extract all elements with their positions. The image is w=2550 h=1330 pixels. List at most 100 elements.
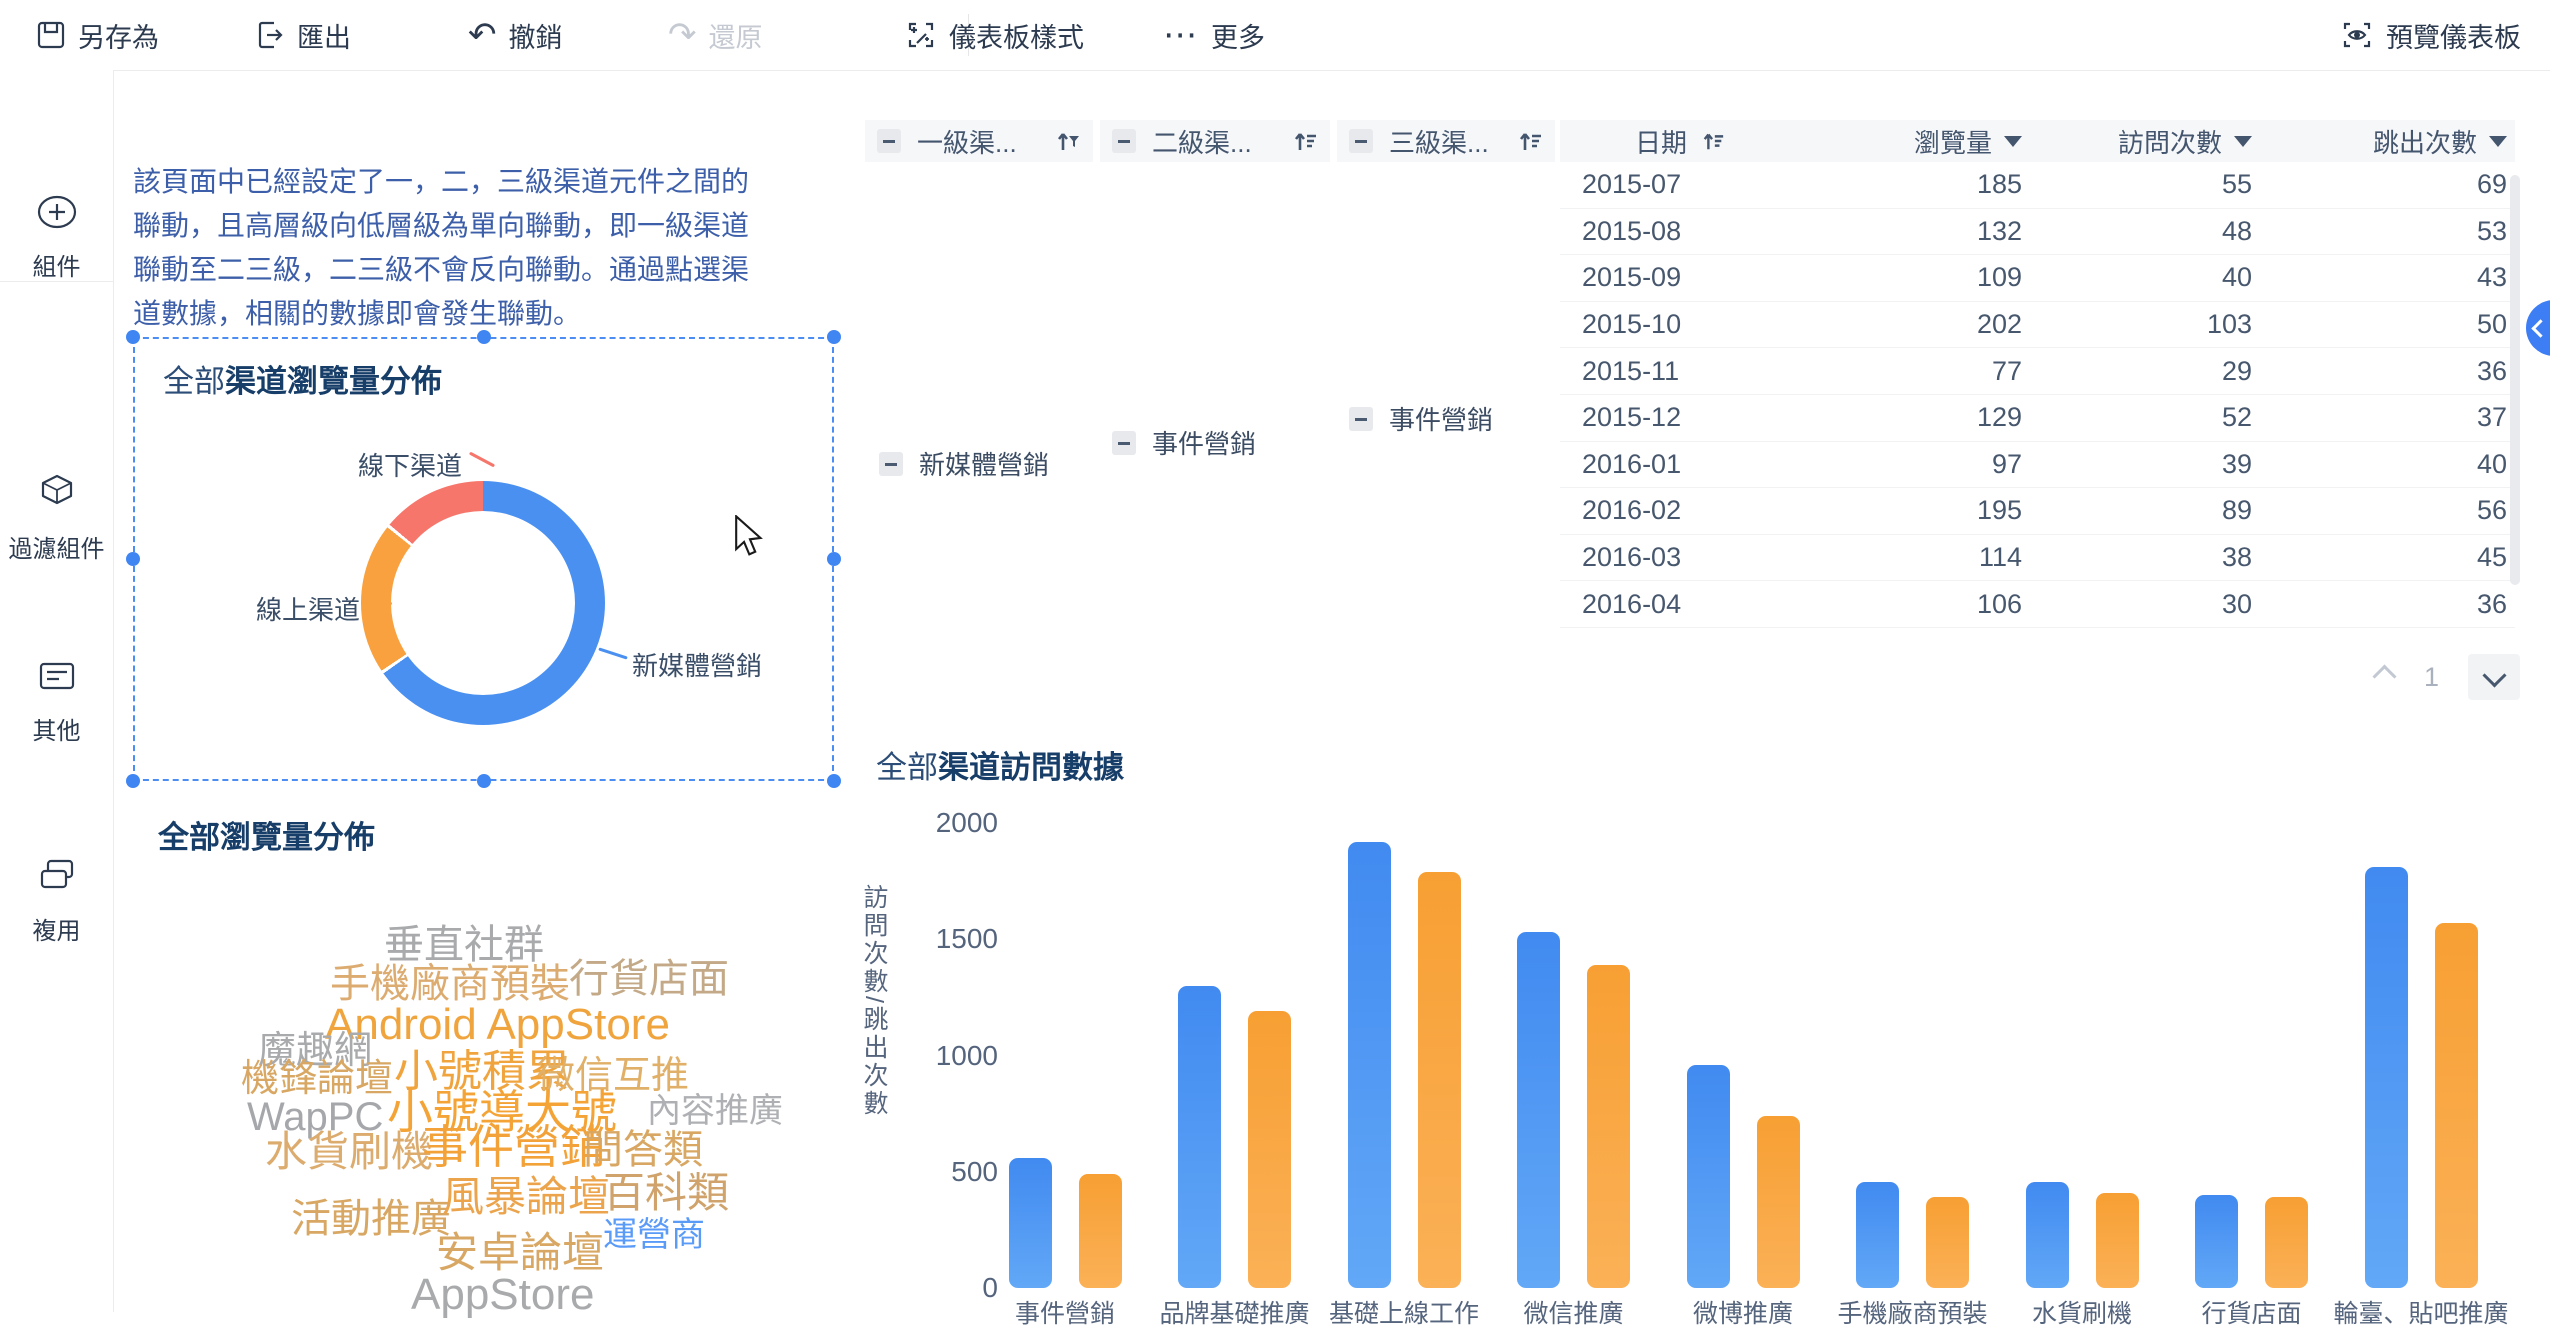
wordcloud-word[interactable]: 運營商 — [603, 1216, 705, 1254]
dashboard-style-button[interactable]: 儀表板樣式 — [905, 0, 1084, 70]
filter-header-level2[interactable]: 二級渠... — [1100, 120, 1330, 162]
table-row[interactable]: 2016-03 114 38 45 — [1560, 535, 2515, 582]
wordcloud-word[interactable]: 安卓論壇 — [436, 1229, 605, 1276]
wordcloud-word[interactable]: 小號導大號 — [387, 1086, 617, 1138]
bar-bounces[interactable] — [2434, 923, 2478, 1288]
wordcloud-word[interactable]: 事件營銷 — [422, 1121, 606, 1173]
sidebar-item-components[interactable]: 組件 — [0, 192, 113, 282]
indeterminate-checkbox[interactable] — [1112, 430, 1136, 455]
wordcloud-word[interactable]: 機鋒論壇 — [241, 1058, 394, 1100]
bar-bounces[interactable] — [2265, 1197, 2308, 1288]
dropdown-caret-icon[interactable] — [2489, 135, 2507, 147]
wordcloud-word[interactable]: WapPC — [247, 1095, 384, 1139]
bar-visits[interactable] — [1856, 1182, 1899, 1288]
indeterminate-checkbox[interactable] — [879, 451, 903, 476]
bar-bounces[interactable] — [1587, 965, 1630, 1288]
collapse-panel-handle[interactable] — [2526, 300, 2550, 356]
page-down-button[interactable] — [2468, 654, 2520, 700]
bar-visits[interactable] — [1178, 986, 1221, 1288]
bar-bounces[interactable] — [2095, 1193, 2139, 1288]
table-row[interactable]: 2015-09 109 40 43 — [1560, 255, 2515, 302]
table-header-visits[interactable]: 訪問次數 — [2030, 123, 2260, 160]
resize-handle[interactable] — [827, 774, 841, 788]
indeterminate-checkbox[interactable] — [1112, 129, 1136, 153]
table-row[interactable]: 2015-12 129 52 37 — [1560, 395, 2515, 442]
resize-handle[interactable] — [476, 774, 491, 788]
wordcloud-word[interactable]: Android AppStore — [325, 1000, 670, 1049]
resize-handle[interactable] — [827, 330, 841, 344]
wordcloud-word[interactable]: 水貨刷機 — [265, 1128, 434, 1175]
preview-dashboard-button[interactable]: 預覽儀表板 — [2340, 0, 2521, 70]
bar-visits[interactable] — [1517, 932, 1560, 1288]
y-axis-tick: 2000 — [935, 807, 998, 838]
save-as-button[interactable]: 另存為 — [36, 0, 159, 70]
undo-button[interactable]: ↶ 撤銷 — [468, 0, 563, 70]
more-button[interactable]: ⋯ 更多 — [1163, 0, 1265, 70]
bar-bounces[interactable] — [1926, 1197, 1969, 1288]
table-row[interactable]: 2016-02 195 89 56 — [1560, 488, 2515, 535]
resize-handle[interactable] — [126, 774, 140, 788]
redo-button[interactable]: ↷ 還原 — [668, 0, 763, 70]
wordcloud-word[interactable]: 小號積累 — [394, 1047, 570, 1096]
bar-visits[interactable] — [1686, 1065, 1730, 1288]
sort-asc-icon[interactable] — [1292, 128, 1318, 154]
export-button[interactable]: 匯出 — [255, 0, 351, 70]
filter-header-level3[interactable]: 三級渠... — [1337, 120, 1555, 162]
wordcloud-word[interactable]: 問答類 — [583, 1128, 703, 1172]
sort-asc-icon[interactable] — [1517, 128, 1543, 154]
bar-chart-y-axis-label: 訪問次數/跳出次數 — [860, 884, 888, 1118]
bar-visits[interactable] — [2025, 1182, 2069, 1288]
cell-date: 2016-04 — [1582, 588, 1682, 619]
wordcloud-word[interactable]: 微信互推 — [537, 1055, 690, 1097]
bar-bounces[interactable] — [1417, 872, 1461, 1288]
wordcloud-word[interactable]: 垂直社群 — [384, 923, 544, 967]
resize-handle[interactable] — [126, 552, 140, 566]
resize-handle[interactable] — [476, 330, 491, 344]
wordcloud-word[interactable]: 內容推廣 — [647, 1092, 783, 1130]
indeterminate-checkbox[interactable] — [877, 129, 901, 153]
bar-bounces[interactable] — [1248, 1011, 1291, 1288]
magic-wand-icon — [908, 22, 934, 48]
page-up-button[interactable] — [2372, 664, 2397, 689]
wordcloud-word[interactable]: 魔趣網 — [258, 1030, 373, 1072]
dropdown-caret-icon[interactable] — [2004, 135, 2022, 147]
wordcloud-word[interactable]: 活動推廣 — [291, 1197, 451, 1241]
sort-filter-icon[interactable] — [1055, 128, 1081, 154]
resize-handle[interactable] — [827, 552, 841, 566]
indeterminate-checkbox[interactable] — [1349, 406, 1373, 431]
wordcloud-word[interactable]: 風暴論壇 — [442, 1173, 611, 1220]
sort-asc-icon[interactable] — [1701, 129, 1725, 153]
table-header-bounces[interactable]: 跳出次數 — [2260, 123, 2515, 160]
table-row[interactable]: 2015-07 185 55 69 — [1560, 162, 2515, 209]
filter-tree-item[interactable]: 事件營銷 — [1112, 424, 1256, 461]
sidebar-item-filter-components[interactable]: 過濾組件 — [0, 470, 113, 564]
resize-handle[interactable] — [126, 330, 140, 344]
bar-bounces[interactable] — [1756, 1116, 1800, 1288]
filter-header-level1[interactable]: 一級渠... — [865, 120, 1093, 162]
table-row[interactable]: 2015-11 77 29 36 — [1560, 348, 2515, 395]
filter-tree-item[interactable]: 新媒體營銷 — [879, 445, 1049, 482]
table-body: 2015-07 185 55 69 2015-08 132 48 53 2015-09 109 40… — [1560, 162, 2515, 628]
indeterminate-checkbox[interactable] — [1349, 129, 1373, 153]
bar-visits[interactable] — [2195, 1195, 2238, 1288]
bar-visits[interactable] — [2364, 867, 2408, 1288]
sidebar-item-reuse[interactable]: 複用 — [0, 854, 113, 946]
wordcloud-word[interactable]: 行貨店面 — [569, 957, 729, 1001]
wordcloud-word[interactable]: 手機廠商預裝 — [330, 962, 570, 1006]
table-row[interactable]: 2016-04 106 30 36 — [1560, 581, 2515, 628]
table-header-date[interactable]: 日期 — [1560, 123, 1800, 160]
wordcloud-word[interactable]: AppStore — [411, 1270, 595, 1319]
table-row[interactable]: 2015-08 132 48 53 — [1560, 209, 2515, 256]
bar-visits[interactable] — [1008, 1158, 1052, 1288]
bar-visits[interactable] — [1347, 842, 1391, 1288]
filter-tree-item[interactable]: 事件營銷 — [1349, 400, 1493, 437]
pie-chart-title: 全部渠道瀏覽量分佈 — [163, 364, 442, 399]
bar-bounces[interactable] — [1078, 1174, 1122, 1288]
dropdown-caret-icon[interactable] — [2234, 135, 2252, 147]
table-scrollbar[interactable] — [2510, 175, 2520, 585]
wordcloud-word[interactable]: 百科類 — [603, 1169, 730, 1216]
table-row[interactable]: 2016-01 97 39 40 — [1560, 442, 2515, 489]
table-header-pageviews[interactable]: 瀏覽量 — [1800, 123, 2030, 160]
table-row[interactable]: 2015-10 202 103 50 — [1560, 302, 2515, 349]
sidebar-item-other[interactable]: 其他 — [0, 656, 113, 746]
